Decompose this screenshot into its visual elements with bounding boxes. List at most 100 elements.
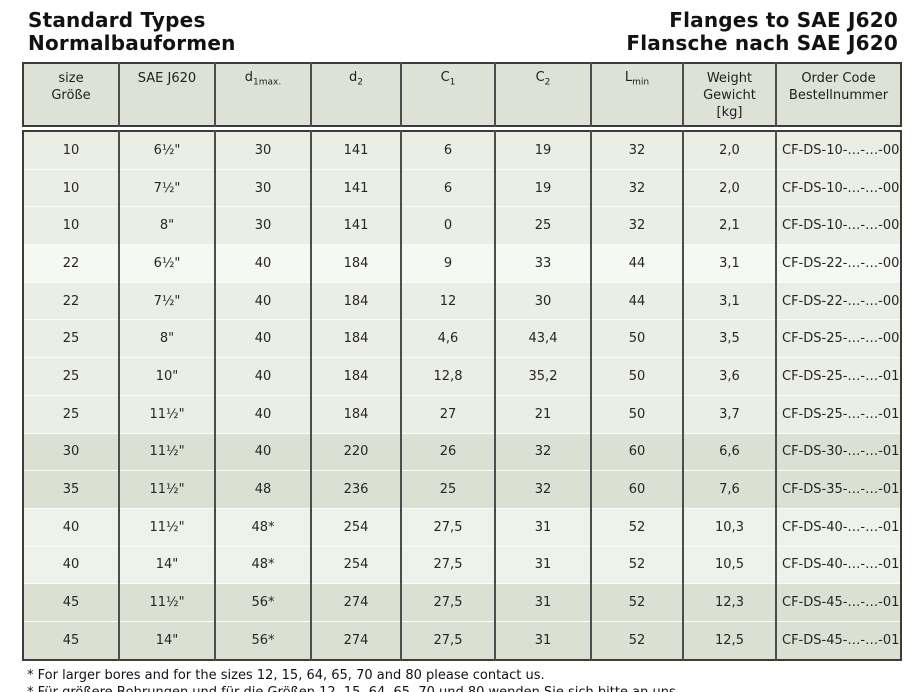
cell-sae: 11½" — [118, 394, 215, 433]
cell-c2: 30 — [494, 281, 591, 320]
cell-c2: 19 — [494, 131, 591, 170]
col-header-lmin: Lmin — [590, 63, 683, 126]
table-row: 40 14" 48* 254 27,5 31 52 10,5 CF-DS-40-…-…-014 — [23, 545, 901, 584]
cell-d1: 48* — [214, 507, 311, 547]
cell-weight: 10,5 — [682, 545, 776, 584]
col-header-d1max-sub: 1max. — [253, 77, 282, 88]
col-header-order-code: Order Code Bestellnummer — [775, 63, 901, 126]
cell-sae: 8" — [118, 206, 215, 245]
cell-sae: 10" — [118, 357, 215, 396]
cell-weight: 12,3 — [682, 583, 776, 622]
col-header-size-en: size — [58, 71, 84, 86]
col-header-lmin-base: L — [624, 70, 633, 85]
title-right-line2: Flansche nach SAE J620 — [626, 31, 898, 55]
cell-c2: 19 — [494, 168, 591, 207]
flange-table: size Größe SAE J620 d1max. d2 C1 C2 Lmin… — [22, 62, 902, 661]
col-header-c1-sub: 1 — [449, 77, 456, 88]
cell-order: CF-DS-30-…-…-011 — [775, 432, 901, 471]
cell-weight: 2,1 — [682, 206, 776, 245]
footnotes: * For larger bores and for the sizes 12,… — [27, 667, 922, 692]
cell-c1: 26 — [400, 432, 495, 471]
cell-c2: 21 — [494, 394, 591, 433]
cell-weight: 3,1 — [682, 281, 776, 320]
cell-weight: 2,0 — [682, 168, 776, 207]
cell-c2: 31 — [494, 545, 591, 584]
cell-lmin: 32 — [590, 206, 683, 245]
cell-c2: 31 — [494, 620, 591, 660]
title-left-line1: Standard Types — [28, 8, 206, 32]
cell-lmin: 60 — [590, 432, 683, 471]
cell-c1: 27,5 — [400, 583, 495, 622]
cell-lmin: 50 — [590, 357, 683, 396]
table-row: 30 11½" 40 220 26 32 60 6,6 CF-DS-30-…-…-011 — [23, 432, 901, 471]
table-row: 35 11½" 48 236 25 32 60 7,6 CF-DS-35-…-…-011 — [23, 470, 901, 509]
cell-size: 10 — [23, 206, 119, 245]
table-header: size Größe SAE J620 d1max. d2 C1 C2 Lmin… — [22, 62, 902, 127]
cell-c1: 12 — [400, 281, 495, 320]
cell-sae: 11½" — [118, 432, 215, 471]
cell-order: CF-DS-40-…-…-011 — [775, 507, 901, 547]
col-header-weight-unit: [kg] — [716, 105, 743, 120]
cell-d1: 40 — [214, 432, 311, 471]
cell-lmin: 52 — [590, 620, 683, 660]
table-row: 45 14" 56* 274 27,5 31 52 12,5 CF-DS-45-…-…-014 — [23, 620, 901, 660]
cell-sae: 11½" — [118, 470, 215, 509]
cell-d2: 254 — [310, 545, 401, 584]
cell-lmin: 52 — [590, 545, 683, 584]
col-header-lmin-sub: min — [632, 77, 650, 88]
cell-c1: 4,6 — [400, 319, 495, 358]
table-row: 10 8" 30 141 0 25 32 2,1 CF-DS-10-…-…-008 — [23, 206, 901, 245]
cell-c2: 35,2 — [494, 357, 591, 396]
title-left: Standard Types Normalbauformen — [28, 9, 236, 55]
cell-lmin: 44 — [590, 281, 683, 320]
cell-weight: 3,7 — [682, 394, 776, 433]
cell-d1: 48 — [214, 470, 311, 509]
cell-d1: 48* — [214, 545, 311, 584]
cell-order: CF-DS-22-…-…-007 — [775, 281, 901, 320]
cell-size: 22 — [23, 244, 119, 283]
cell-d2: 184 — [310, 319, 401, 358]
cell-weight: 2,0 — [682, 131, 776, 170]
table-row: 25 8" 40 184 4,6 43,4 50 3,5 CF-DS-25-…-…-008 — [23, 319, 901, 358]
cell-sae: 14" — [118, 620, 215, 660]
col-header-size: size Größe — [23, 63, 119, 126]
cell-order: CF-DS-10-…-…-008 — [775, 206, 901, 245]
cell-size: 10 — [23, 131, 119, 170]
page-header: Standard Types Normalbauformen Flanges t… — [0, 0, 922, 56]
cell-d2: 184 — [310, 394, 401, 433]
cell-d2: 254 — [310, 507, 401, 547]
cell-d2: 184 — [310, 244, 401, 283]
cell-d1: 40 — [214, 319, 311, 358]
col-header-sae-label: SAE J620 — [137, 71, 197, 86]
cell-size: 45 — [23, 583, 119, 622]
cell-d1: 40 — [214, 244, 311, 283]
cell-d2: 141 — [310, 206, 401, 245]
cell-d1: 30 — [214, 131, 311, 170]
col-header-d1max-base: d — [244, 70, 254, 85]
col-header-weight: Weight Gewicht [kg] — [682, 63, 776, 126]
cell-weight: 12,5 — [682, 620, 776, 660]
table-row: 10 7½" 30 141 6 19 32 2,0 CF-DS-10-…-…-007 — [23, 168, 901, 207]
cell-c2: 32 — [494, 432, 591, 471]
cell-d1: 30 — [214, 168, 311, 207]
cell-lmin: 32 — [590, 131, 683, 170]
cell-weight: 6,6 — [682, 432, 776, 471]
cell-order: CF-DS-25-…-…-010 — [775, 357, 901, 396]
cell-c2: 25 — [494, 206, 591, 245]
cell-order: CF-DS-22-…-…-006 — [775, 244, 901, 283]
table-row: 10 6½" 30 141 6 19 32 2,0 CF-DS-10-…-…-006 — [23, 131, 901, 170]
cell-d1: 40 — [214, 281, 311, 320]
cell-order: CF-DS-25-…-…-008 — [775, 319, 901, 358]
col-header-d1max: d1max. — [214, 63, 311, 126]
table-row: 25 11½" 40 184 27 21 50 3,7 CF-DS-25-…-…-011 — [23, 394, 901, 433]
table-row: 40 11½" 48* 254 27,5 31 52 10,3 CF-DS-40-…-…-011 — [23, 507, 901, 547]
footnote-de: * Für größere Bohrungen und für die Größ… — [27, 684, 922, 692]
cell-weight: 3,5 — [682, 319, 776, 358]
cell-d1: 56* — [214, 583, 311, 622]
cell-order: CF-DS-45-…-…-014 — [775, 620, 901, 660]
cell-size: 22 — [23, 281, 119, 320]
cell-sae: 11½" — [118, 583, 215, 622]
col-header-d2: d2 — [310, 63, 401, 126]
title-right-line1: Flanges to SAE J620 — [669, 8, 898, 32]
col-header-order-en: Order Code — [801, 71, 876, 86]
